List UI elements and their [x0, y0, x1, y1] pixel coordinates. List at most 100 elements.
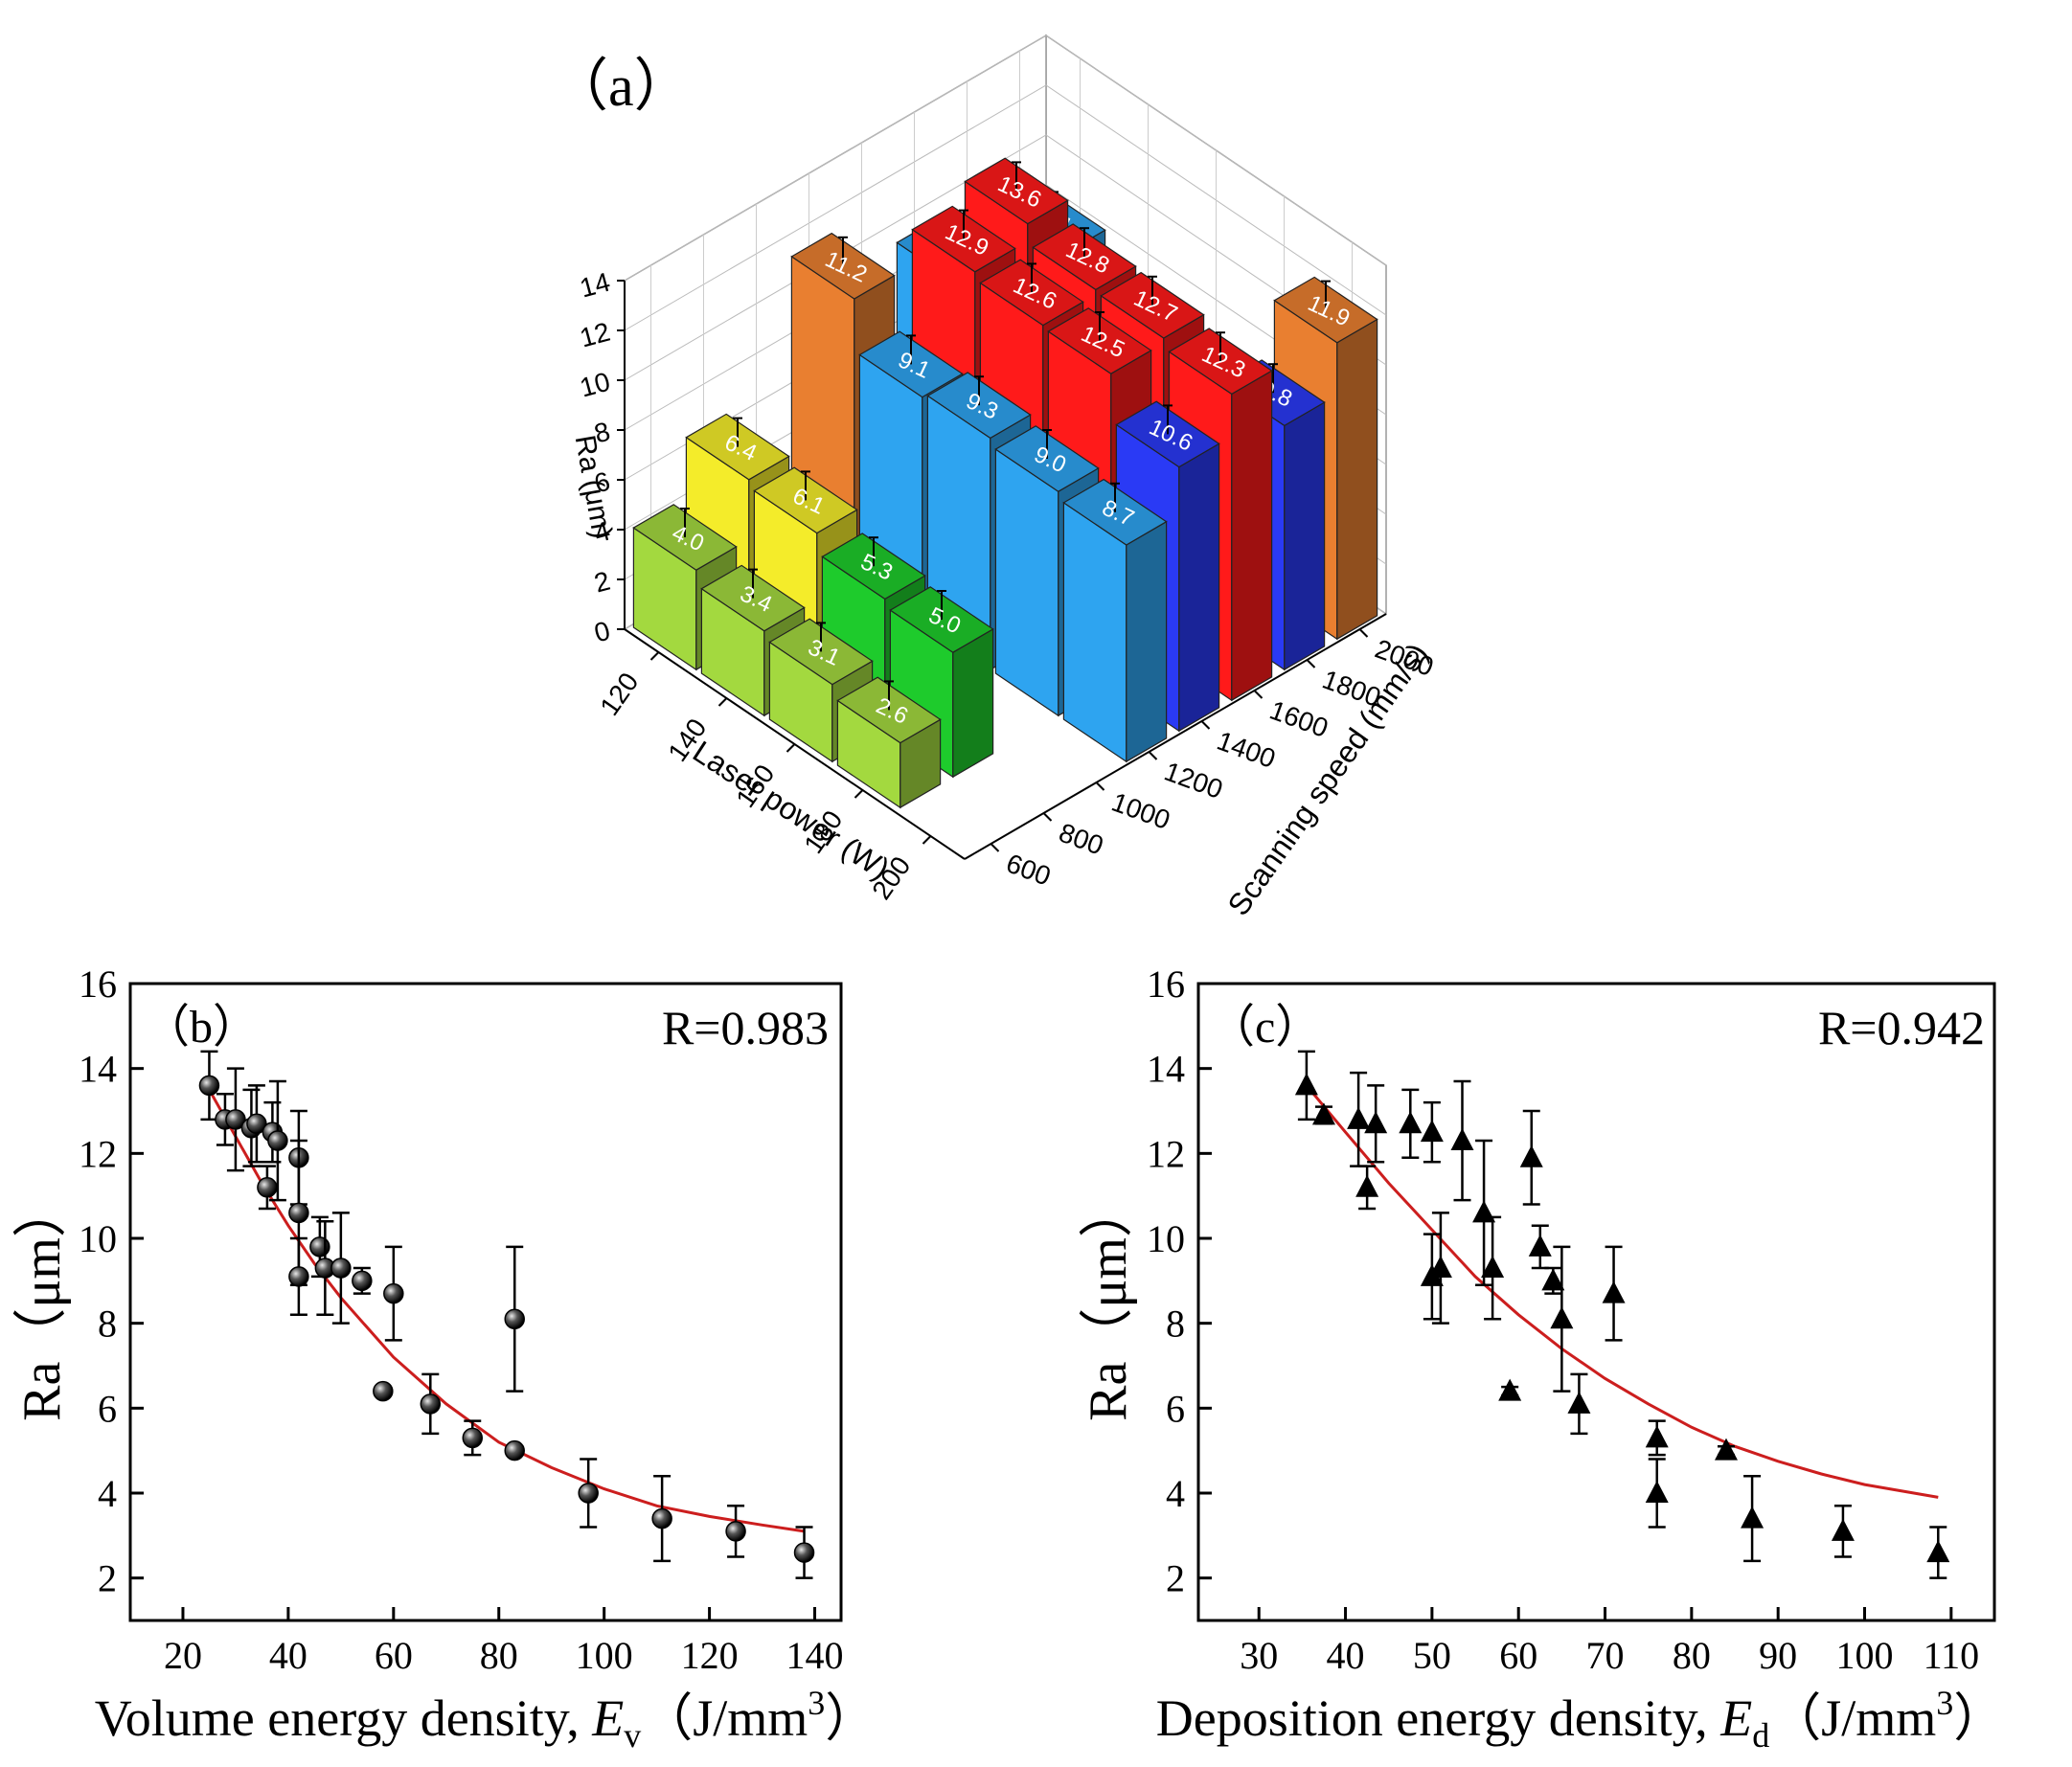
panel-c-plot-frame [1196, 982, 1996, 1622]
triangle-marker [1528, 1234, 1552, 1257]
triangle-marker [1567, 1391, 1591, 1414]
data-point [1741, 1475, 1765, 1563]
panel-a-y-tick [1200, 720, 1211, 730]
triangle-marker [1420, 1120, 1444, 1143]
data-point [1602, 1245, 1626, 1342]
y-tick-label: 8 [98, 1303, 117, 1346]
x-tick-label: 20 [164, 1634, 202, 1677]
panel-a-z-tick-label: 14 [577, 267, 613, 304]
panel-a-y-tick-label: 600 [1002, 849, 1055, 892]
panel-a-x-tick [649, 651, 660, 661]
panel-a-grid-line [624, 84, 1387, 331]
data-point [1714, 1438, 1738, 1461]
sphere-marker [383, 1282, 404, 1304]
x-tick-label: 60 [1499, 1634, 1537, 1677]
x-tick-label: 80 [1673, 1634, 1711, 1677]
triangle-marker [1550, 1306, 1574, 1329]
data-point [267, 1079, 288, 1202]
panel-a-z-tick-label: 12 [577, 317, 613, 353]
sphere-marker [257, 1177, 278, 1198]
data-point [793, 1526, 815, 1579]
y-tick-label: 12 [79, 1132, 117, 1175]
data-point [225, 1067, 246, 1172]
y-tick-label: 16 [1147, 963, 1185, 1006]
data-point [651, 1475, 672, 1563]
panel-a-z-tick-label: 10 [577, 367, 613, 403]
panel-a-x-tick [922, 835, 932, 845]
sphere-marker [330, 1257, 352, 1279]
data-point [352, 1266, 373, 1295]
data-point [1420, 1100, 1444, 1164]
panel-a-x-tick [717, 697, 728, 707]
panel-b-label: （b） [144, 1002, 259, 1053]
panel-a-bar-side [1336, 318, 1378, 641]
data-point [198, 1050, 220, 1121]
panel-a-y-tick [1148, 751, 1158, 760]
panel-b-x-axis-label: Volume energy density, Ev（J/mm3） [95, 1684, 877, 1755]
triangle-marker [1541, 1268, 1565, 1291]
data-point [1519, 1109, 1543, 1206]
sphere-marker [793, 1542, 815, 1563]
panel-a-z-tick-label: 8 [591, 417, 613, 449]
sphere-marker [504, 1308, 525, 1329]
panel-b-r-annotation: R=0.983 [662, 1001, 829, 1054]
triangle-marker [1450, 1128, 1474, 1151]
panel-b-scatter: 20 40 60 80 100 120 140 2 4 6 8 10 12 14 16 （b） R=0.98… [12, 963, 877, 1755]
x-tick-label: 100 [1836, 1634, 1894, 1677]
x-tick-label: 100 [576, 1634, 633, 1677]
panel-c-fit-curve [1305, 1084, 1939, 1499]
x-tick-label: 30 [1240, 1634, 1278, 1677]
panel-a-grid-line [624, 184, 1387, 431]
panel-a-bar-side [952, 627, 994, 779]
triangle-marker [1926, 1540, 1950, 1563]
data-point [1450, 1079, 1474, 1202]
sphere-marker [225, 1109, 246, 1130]
data-point [1399, 1088, 1423, 1160]
panel-a-y-tick-label: 1400 [1213, 726, 1279, 774]
data-point [1541, 1266, 1565, 1295]
y-tick-label: 10 [1147, 1217, 1185, 1260]
sphere-marker [504, 1439, 525, 1461]
panel-b-plot-frame [128, 982, 843, 1622]
y-tick-label: 4 [98, 1472, 117, 1515]
data-point [1347, 1071, 1371, 1167]
sphere-marker [352, 1270, 373, 1292]
panel-c-scatter: 30 40 50 60 70 80 90 100 110 2 4 6 8 10 12 14 16 （c） R=0… [1079, 963, 2005, 1755]
panel-a-bar-front [1062, 501, 1127, 763]
data-point [246, 1084, 267, 1164]
panel-a-z-tick-label: 0 [591, 616, 613, 648]
y-tick-label: 2 [98, 1557, 117, 1600]
triangle-marker [1714, 1438, 1738, 1461]
sphere-marker [462, 1427, 484, 1449]
y-tick-label: 16 [79, 963, 117, 1006]
panel-a-grid-line [624, 34, 1387, 282]
x-tick-label: 50 [1413, 1634, 1451, 1677]
panel-a-y-axis [964, 613, 1387, 860]
x-tick-label: 120 [681, 1634, 739, 1677]
y-tick-label: 12 [1147, 1132, 1185, 1175]
data-point [257, 1165, 278, 1211]
panel-a-bar-side [1284, 401, 1326, 671]
sphere-marker [578, 1483, 599, 1504]
panel-a-bar-top [979, 259, 1084, 327]
data-point [1498, 1378, 1522, 1401]
panel-a-bar-front [994, 447, 1059, 717]
triangle-marker [1519, 1144, 1543, 1167]
panel-a-y-tick [990, 843, 1000, 852]
panel-a-y-tick [1042, 812, 1053, 822]
triangle-marker [1645, 1425, 1669, 1448]
x-tick-label: 90 [1759, 1634, 1797, 1677]
panel-b-ticks: 20 40 60 80 100 120 140 2 4 6 8 10 12 14 16 [79, 963, 844, 1677]
y-tick-label: 14 [79, 1048, 117, 1091]
x-tick-label: 60 [375, 1634, 413, 1677]
panel-c-label: （c） [1209, 1002, 1321, 1053]
panel-b-fit-curve [208, 1089, 805, 1533]
sphere-marker [267, 1130, 288, 1151]
data-point [383, 1245, 404, 1342]
panel-a-bar-side [1126, 520, 1168, 763]
data-point [1645, 1458, 1669, 1529]
sphere-marker [651, 1507, 672, 1529]
data-point [1294, 1050, 1318, 1121]
data-point [578, 1458, 599, 1529]
